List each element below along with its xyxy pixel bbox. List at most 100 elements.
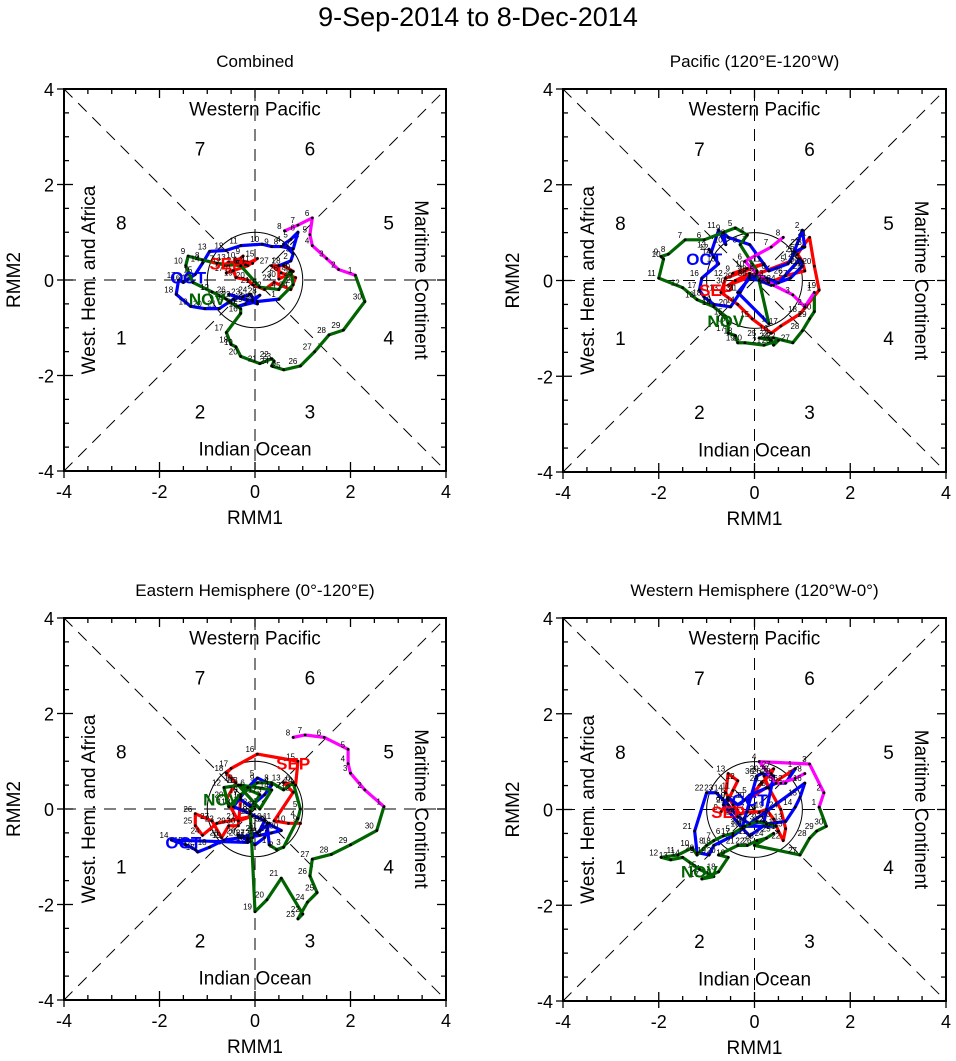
phase-number-4: 4 [383,857,394,878]
day-label: 9 [250,774,255,783]
day-marker [277,277,281,281]
region-label-left: West. Hem. and Africa [79,185,100,374]
day-label: 30 [267,270,276,279]
y-tick-label: 2 [543,705,553,725]
day-label: 26 [738,815,747,824]
day-marker [283,229,287,233]
day-label: 23 [786,245,795,254]
day-label: 2 [283,252,288,261]
day-label: 11 [722,781,731,790]
day-label: 2 [331,260,336,269]
phase-number-2: 2 [694,932,705,953]
y-tick-label: 2 [543,176,553,196]
day-marker [282,845,286,849]
region-label-top: Western Pacific [189,628,321,649]
day-marker [255,300,259,303]
day-marker [757,760,761,764]
day-marker [253,843,257,847]
day-label: 26 [790,257,799,266]
x-tick-label: -2 [151,1011,167,1031]
phase-number-1: 1 [615,329,626,350]
day-marker [291,252,295,256]
day-label: 24 [769,801,778,810]
day-label: 5 [781,255,786,264]
day-label: 21 [269,869,278,878]
day-marker [712,839,716,843]
day-label: 4 [341,755,346,764]
day-label: 1 [271,290,276,299]
day-label: 24 [238,285,247,294]
day-label: 27 [788,846,797,855]
day-label: 22 [735,836,744,845]
day-marker [726,803,730,807]
region-label-right: Maritime Continent [910,201,931,361]
day-label: 3 [286,245,291,254]
x-axis-label: RMM1 [727,1038,783,1059]
day-marker [208,249,212,253]
day-marker [767,281,771,285]
day-label: 4 [276,235,281,244]
day-label: 18 [707,863,716,872]
day-marker [774,824,778,828]
day-label: 22 [257,814,266,823]
day-label: 18 [788,305,797,314]
day-marker [382,805,386,809]
day-marker [733,279,737,282]
day-label: 22 [738,267,747,276]
day-label: 24 [279,281,288,290]
day-label: 31 [731,817,740,826]
y-tick-label: -2 [38,367,54,387]
day-marker [731,271,735,275]
panel-title: Western Hemisphere (120°W-0°) [630,581,878,600]
day-label: 9 [236,247,241,256]
day-label: 1 [807,283,812,292]
day-label: 16 [702,868,711,877]
day-label: 5 [749,264,754,273]
day-marker [203,307,207,311]
day-label: 30 [353,292,362,301]
day-marker [217,307,221,311]
day-label: 14 [284,776,293,785]
day-marker [193,824,197,828]
day-label: 30 [226,297,235,306]
day-marker [748,271,752,275]
day-marker [803,269,807,273]
day-marker [712,303,716,306]
day-marker [224,331,228,334]
day-label: 5 [283,230,288,239]
day-label: 11 [647,269,656,278]
month-label-oct: OCT [732,791,769,810]
day-marker [745,798,749,802]
day-marker [717,853,720,857]
day-marker [291,781,295,785]
day-label: 17 [735,803,744,812]
day-label: 27 [241,292,250,301]
day-label: 25 [788,250,797,259]
day-marker [241,295,245,299]
day-marker [755,839,759,843]
day-label: 23 [262,273,271,282]
day-marker [772,336,776,340]
day-label: 8 [797,765,802,774]
day-marker [270,364,274,368]
day-marker [265,898,269,902]
day-marker [189,304,192,308]
day-marker [812,264,816,268]
phase-number-7: 7 [694,669,705,690]
day-marker [241,254,245,258]
day-marker [726,798,730,802]
day-label: 1 [271,257,276,266]
day-label: 12 [714,269,723,278]
phase-number-4: 4 [883,329,894,350]
day-label: 6 [305,209,310,218]
day-marker [201,258,204,262]
day-marker [267,821,271,825]
day-label: 16 [690,269,699,278]
day-marker [277,297,281,301]
day-label: 10 [735,260,744,269]
day-marker [270,831,274,835]
x-tick-label: -4 [56,1011,72,1031]
day-label: 1 [233,790,238,799]
day-marker [236,783,240,787]
